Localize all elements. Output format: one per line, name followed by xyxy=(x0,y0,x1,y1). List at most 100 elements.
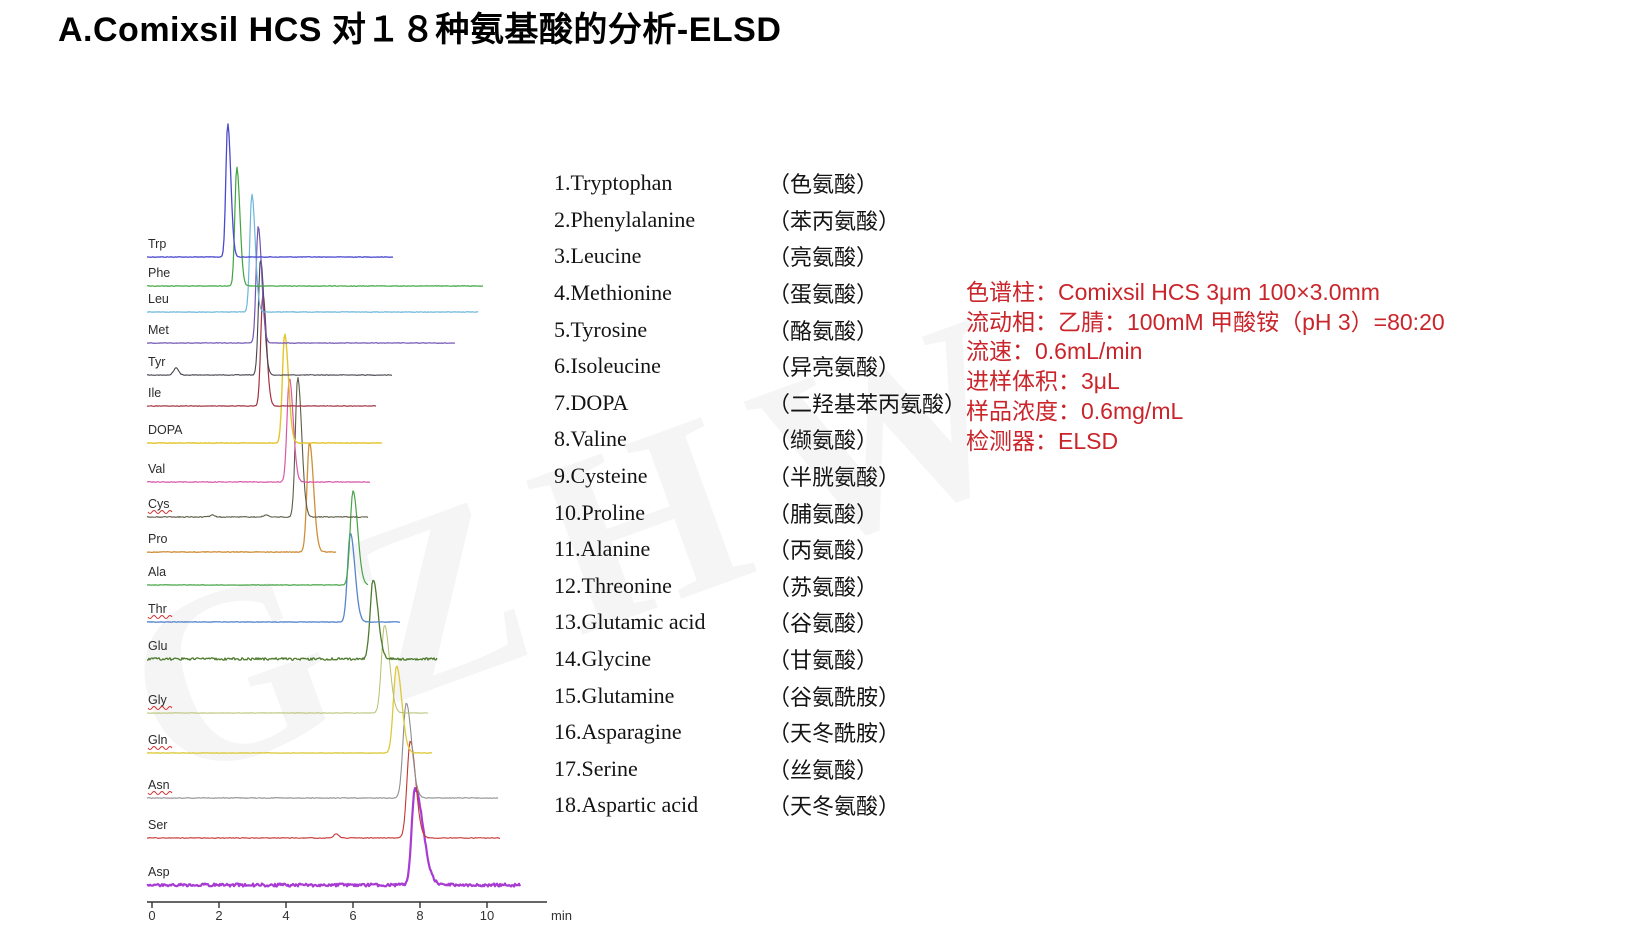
trace-label-asp: Asp xyxy=(148,865,170,879)
list-item: 13.Glutamic acid （谷氨酸） xyxy=(554,604,966,641)
trace-label-phe: Phe xyxy=(148,266,170,280)
list-item: 12.Threonine （苏氨酸） xyxy=(554,568,966,605)
amino-chinese-name: （酪氨酸） xyxy=(768,318,879,344)
trace-label-tyr: Tyr xyxy=(148,355,165,369)
trace-phe xyxy=(147,166,484,287)
amino-english-name: 10.Proline xyxy=(554,499,646,525)
amino-english-name: 9.Cysteine xyxy=(554,463,648,489)
trace-tyr xyxy=(146,259,393,376)
spellcheck-squiggle xyxy=(147,746,173,750)
list-item: 1.Tryptophan （色氨酸） xyxy=(554,165,966,202)
x-axis-tick-label: 10 xyxy=(480,908,494,923)
trace-pro xyxy=(146,442,337,554)
trace-label-asn: Asn xyxy=(148,778,170,792)
trace-thr xyxy=(146,532,401,623)
condition-line: 样品浓度：0.6mg/mL xyxy=(966,397,1184,424)
trace-trp xyxy=(146,123,394,258)
list-item: 14.Glycine （甘氨酸） xyxy=(554,641,966,678)
list-item: 18.Aspartic acid （天冬氨酸） xyxy=(554,787,966,824)
amino-english-name: 15.Glutamine xyxy=(554,682,675,708)
trace-label-met: Met xyxy=(148,323,169,337)
amino-english-name: 17.Serine xyxy=(554,755,638,781)
amino-chinese-name: （苯丙氨酸） xyxy=(768,208,901,234)
list-item: 9.Cysteine （半胱氨酸） xyxy=(554,458,966,495)
amino-english-name: 14.Glycine xyxy=(554,646,652,672)
x-axis-tick-label: 8 xyxy=(416,908,423,923)
trace-ser xyxy=(146,740,501,839)
x-axis-unit-label: min xyxy=(551,908,572,923)
amino-acid-list: 1.Tryptophan （色氨酸） 2.Phenylalanine （苯丙氨酸） 3.… xyxy=(554,165,966,824)
amino-chinese-name: （异亮氨酸） xyxy=(768,355,901,381)
list-item: 5.Tyrosine （酪氨酸） xyxy=(554,311,966,348)
trace-label-ser: Ser xyxy=(148,818,167,832)
amino-english-name: 6.Isoleucine xyxy=(554,353,661,379)
trace-asn xyxy=(146,702,499,799)
trace-label-pro: Pro xyxy=(148,532,168,546)
amino-chinese-name: （谷氨酸） xyxy=(768,611,879,637)
condition-line: 色谱柱：Comixsil HCS 3μm 100×3.0mm xyxy=(966,279,1380,305)
list-item: 7.DOPA （二羟基苯丙氨酸） xyxy=(554,385,966,422)
trace-cys xyxy=(146,376,369,519)
spellcheck-squiggle xyxy=(147,510,173,514)
trace-label-ile: Ile xyxy=(148,386,161,400)
trace-val xyxy=(146,378,371,483)
trace-label-glu: Glu xyxy=(148,639,168,653)
trace-glu xyxy=(146,579,438,661)
conditions-panel: 色谱柱：Comixsil HCS 3μm 100×3.0mm 流动相：乙腈：100… xyxy=(966,278,1445,456)
condition-line: 检测器：ELSD xyxy=(966,427,1119,454)
page-title: A.Comixsil HCS 对１８种氨基酸的分析-ELSD xyxy=(58,11,782,49)
trace-gln xyxy=(146,665,433,754)
x-axis-tick-label: 2 xyxy=(215,908,222,923)
amino-chinese-name: （苏氨酸） xyxy=(768,574,879,600)
amino-chinese-name: （色氨酸） xyxy=(768,172,879,198)
amino-chinese-name: （亮氨酸） xyxy=(768,245,879,271)
list-item: 6.Isoleucine （异亮氨酸） xyxy=(554,348,966,385)
trace-label-thr: Thr xyxy=(148,602,167,616)
amino-chinese-name: （甘氨酸） xyxy=(768,648,879,674)
list-item: 4.Methionine （蛋氨酸） xyxy=(554,275,966,312)
trace-asp xyxy=(146,787,522,888)
amino-chinese-name: （半胱氨酸） xyxy=(768,465,901,491)
amino-chinese-name: （脯氨酸） xyxy=(768,501,879,527)
amino-english-name: 13.Glutamic acid xyxy=(554,609,706,635)
condition-line: 进样体积：3μL xyxy=(966,368,1120,395)
trace-leu xyxy=(146,193,479,313)
list-item: 3.Leucine （亮氨酸） xyxy=(554,238,966,275)
amino-english-name: 12.Threonine xyxy=(554,572,672,598)
amino-english-name: 8.Valine xyxy=(554,426,627,452)
trace-label-cys: Cys xyxy=(148,497,170,511)
x-axis-tick-label: 0 xyxy=(148,908,155,923)
list-item: 10.Proline （脯氨酸） xyxy=(554,494,966,531)
amino-english-name: 16.Asparagine xyxy=(554,719,682,745)
trace-gly xyxy=(146,625,429,714)
trace-label-val: Val xyxy=(148,462,165,476)
amino-english-name: 4.Methionine xyxy=(554,280,672,306)
amino-chinese-name: （谷氨酰胺） xyxy=(768,684,901,710)
spellcheck-squiggle xyxy=(147,791,173,795)
trace-met xyxy=(146,226,456,344)
trace-dopa xyxy=(146,333,383,444)
list-item: 2.Phenylalanine （苯丙氨酸） xyxy=(554,202,966,239)
amino-english-name: 11.Alanine xyxy=(554,536,651,562)
amino-english-name: 18.Aspartic acid xyxy=(554,792,699,818)
amino-chinese-name: （丙氨酸） xyxy=(768,538,879,564)
amino-english-name: 2.Phenylalanine xyxy=(554,206,696,232)
list-item: 8.Valine （缬氨酸） xyxy=(554,421,966,458)
trace-label-trp: Trp xyxy=(148,237,166,251)
amino-english-name: 5.Tyrosine xyxy=(554,316,648,342)
list-item: 17.Serine （丝氨酸） xyxy=(554,751,966,788)
x-axis-tick-label: 6 xyxy=(349,908,356,923)
trace-label-dopa: DOPA xyxy=(148,423,183,437)
condition-line: 流速：0.6mL/min xyxy=(966,338,1143,365)
list-item: 15.Glutamine （谷氨酰胺） xyxy=(554,677,966,714)
amino-english-name: 1.Tryptophan xyxy=(554,170,673,196)
list-item: 11.Alanine （丙氨酸） xyxy=(554,531,966,568)
spellcheck-squiggle xyxy=(147,706,173,710)
condition-line: 流动相：乙腈：100mM 甲酸铵（pH 3）=80:20 xyxy=(966,308,1445,335)
trace-ala xyxy=(146,490,369,586)
trace-label-ala: Ala xyxy=(148,565,166,579)
amino-chinese-name: （天冬酰胺） xyxy=(768,721,901,747)
amino-chinese-name: （缬氨酸） xyxy=(768,428,879,454)
amino-english-name: 7.DOPA xyxy=(554,389,629,415)
